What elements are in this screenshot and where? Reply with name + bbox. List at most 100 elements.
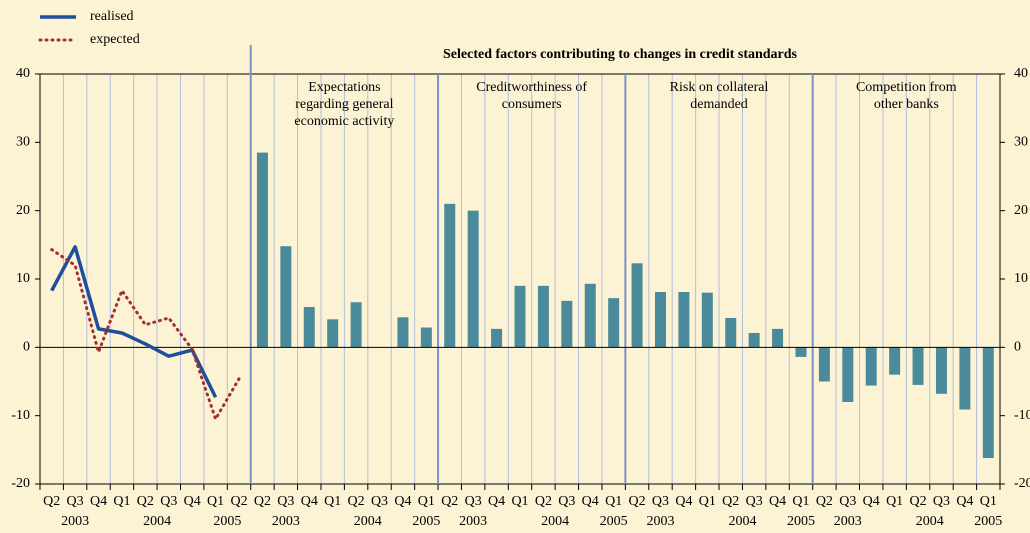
section-label: Expectations: [308, 80, 380, 95]
x-tick-label: Q2: [230, 494, 247, 509]
section-label: regarding general: [295, 97, 393, 112]
x-tick-label: Q3: [67, 494, 84, 509]
year-label: 2003: [459, 514, 487, 529]
section-label: Creditworthiness of: [476, 80, 587, 95]
x-tick-label: Q4: [675, 494, 692, 509]
bar: [654, 291, 666, 348]
year-label: 2003: [834, 514, 862, 529]
y2-tick-label: 10: [1014, 271, 1028, 286]
bar: [842, 347, 854, 402]
bar: [491, 328, 503, 348]
bar: [889, 347, 901, 375]
bar: [982, 347, 994, 459]
chart-title: Selected factors contributing to changes…: [443, 47, 798, 62]
year-label: 2003: [646, 514, 674, 529]
year-label: 2005: [787, 514, 815, 529]
x-tick-label: Q3: [933, 494, 950, 509]
x-tick-label: Q3: [558, 494, 575, 509]
bar: [467, 210, 479, 348]
bar: [397, 317, 409, 348]
y2-tick-label: -20: [1014, 476, 1030, 491]
x-tick-label: Q1: [980, 494, 997, 509]
x-tick-label: Q2: [909, 494, 926, 509]
bar: [678, 291, 690, 348]
x-tick-label: Q1: [699, 494, 716, 509]
bar: [912, 347, 924, 385]
y-tick-label: 10: [16, 271, 30, 286]
x-tick-label: Q3: [465, 494, 482, 509]
x-tick-label: Q4: [184, 494, 201, 509]
x-tick-label: Q2: [535, 494, 552, 509]
y2-tick-label: 20: [1014, 203, 1028, 218]
x-tick-label: Q2: [722, 494, 739, 509]
legend-label: expected: [90, 32, 140, 47]
x-tick-label: Q3: [371, 494, 388, 509]
x-tick-label: Q1: [324, 494, 341, 509]
year-label: 2004: [728, 514, 756, 529]
x-tick-label: Q4: [488, 494, 505, 509]
year-label: 2003: [61, 514, 89, 529]
x-tick-label: Q2: [816, 494, 833, 509]
bar: [350, 302, 362, 348]
y2-tick-label: -10: [1014, 408, 1030, 423]
bar: [631, 263, 643, 348]
x-tick-label: Q3: [746, 494, 763, 509]
x-tick-label: Q4: [394, 494, 411, 509]
section-label: economic activity: [294, 114, 394, 129]
x-tick-label: Q3: [839, 494, 856, 509]
year-label: 2003: [272, 514, 300, 529]
x-tick-label: Q3: [652, 494, 669, 509]
x-tick-label: Q4: [582, 494, 599, 509]
legend-label: realised: [90, 9, 134, 24]
x-tick-label: Q2: [254, 494, 271, 509]
bar: [935, 347, 947, 394]
section-label: consumers: [502, 97, 562, 112]
bar: [256, 152, 268, 348]
y2-tick-label: 30: [1014, 135, 1028, 150]
x-tick-label: Q1: [792, 494, 809, 509]
bar: [444, 203, 456, 348]
y-tick-label: 20: [16, 203, 30, 218]
x-tick-label: Q2: [137, 494, 154, 509]
bar: [865, 347, 877, 386]
bar: [303, 307, 315, 348]
bar: [280, 246, 292, 348]
bar: [748, 332, 760, 348]
bar: [584, 283, 596, 348]
bar: [537, 285, 549, 348]
y2-tick-label: 0: [1014, 340, 1021, 355]
bar: [959, 347, 971, 410]
x-tick-label: Q1: [511, 494, 528, 509]
x-tick-label: Q3: [160, 494, 177, 509]
section-label: demanded: [690, 97, 748, 112]
series-line: [50, 248, 241, 421]
bar: [818, 347, 830, 382]
bar: [420, 327, 432, 348]
x-tick-label: Q2: [629, 494, 646, 509]
bar: [608, 298, 620, 348]
bar: [772, 328, 784, 348]
y-tick-label: -20: [11, 476, 30, 491]
x-tick-label: Q1: [418, 494, 435, 509]
y-tick-label: 0: [23, 340, 30, 355]
year-label: 2005: [412, 514, 440, 529]
bar: [561, 300, 573, 348]
x-tick-label: Q2: [43, 494, 60, 509]
y-tick-label: 30: [16, 135, 30, 150]
year-label: 2004: [541, 514, 569, 529]
y-tick-label: 40: [16, 66, 30, 81]
section-label: Risk on collateral: [670, 80, 769, 95]
year-label: 2005: [213, 514, 241, 529]
section-label: Competition from: [856, 80, 957, 95]
x-tick-label: Q3: [277, 494, 294, 509]
bar: [701, 292, 713, 348]
year-label: 2004: [916, 514, 944, 529]
bar: [514, 285, 526, 348]
y-tick-label: -10: [11, 408, 30, 423]
x-tick-label: Q4: [956, 494, 973, 509]
x-tick-label: Q2: [348, 494, 365, 509]
x-tick-label: Q1: [207, 494, 224, 509]
x-tick-label: Q4: [769, 494, 786, 509]
bar: [725, 317, 737, 348]
